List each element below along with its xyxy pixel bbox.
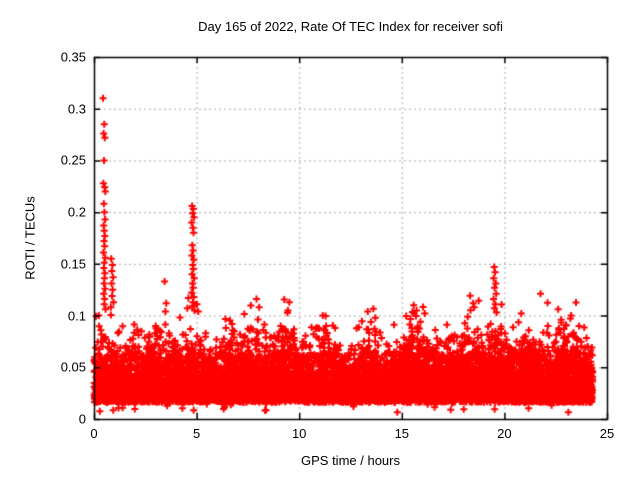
y-tick-label: 0.35 [60, 49, 86, 65]
x-tick-label: 25 [599, 426, 615, 441]
y-tick-label: 0.15 [60, 256, 86, 272]
y-axis-label: ROTI / TECUs [22, 196, 38, 280]
y-tick-label: 0 [78, 411, 86, 427]
x-tick-label: 10 [291, 426, 307, 441]
y-tick-label: 0.3 [67, 101, 86, 117]
x-axis-label: GPS time / hours [301, 453, 400, 468]
y-tick-label: 0.1 [67, 308, 86, 324]
y-tick-label: 0.05 [60, 359, 86, 375]
x-tick-label: 5 [192, 426, 201, 441]
chart-title: Day 165 of 2022, Rate Of TEC Index for r… [198, 19, 503, 34]
y-tick-label: 0.25 [60, 152, 86, 168]
x-tick-label: 20 [497, 426, 512, 441]
y-tick-label: 0.2 [67, 204, 86, 220]
x-tick-label: 0 [90, 426, 98, 441]
x-tick-label: 15 [394, 426, 410, 441]
